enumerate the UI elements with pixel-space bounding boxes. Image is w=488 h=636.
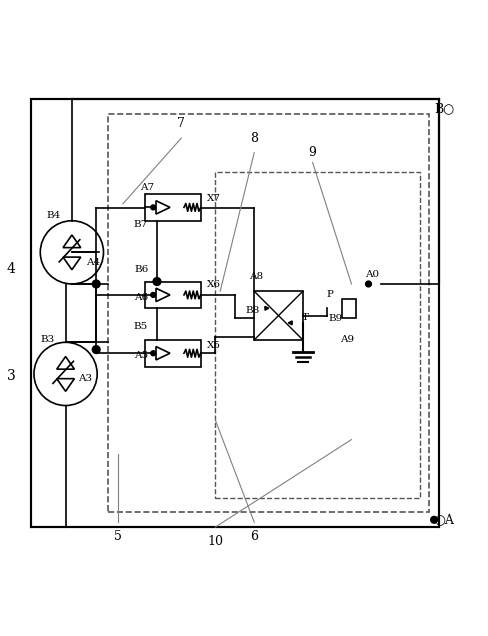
Bar (215, 172, 419, 498)
Text: 7: 7 (177, 117, 185, 130)
Text: A9: A9 (340, 335, 354, 344)
Text: A6: A6 (133, 293, 147, 301)
Text: A3: A3 (78, 374, 92, 384)
Circle shape (430, 516, 437, 523)
Text: A0: A0 (365, 270, 378, 279)
Text: A5: A5 (133, 351, 147, 360)
Circle shape (92, 346, 100, 354)
Circle shape (150, 293, 155, 298)
Text: B4: B4 (47, 211, 61, 221)
Text: X5: X5 (206, 342, 220, 350)
Text: B7: B7 (133, 219, 147, 229)
Text: B6: B6 (134, 265, 148, 274)
Circle shape (92, 280, 100, 288)
Text: 8: 8 (250, 132, 258, 144)
Circle shape (150, 205, 155, 210)
Polygon shape (287, 321, 291, 325)
Bar (108, 114, 428, 513)
Text: ○A: ○A (433, 513, 453, 526)
Circle shape (150, 351, 155, 356)
Text: X6: X6 (206, 280, 220, 289)
Text: 4: 4 (7, 263, 16, 277)
Bar (30, 99, 438, 527)
Text: B5: B5 (133, 322, 147, 331)
Text: A8: A8 (249, 272, 263, 281)
Text: 10: 10 (207, 535, 223, 548)
Text: T: T (301, 314, 308, 322)
Bar (144, 194, 201, 221)
Text: 6: 6 (250, 530, 258, 543)
Text: A4: A4 (86, 258, 101, 266)
Text: B9: B9 (327, 314, 342, 324)
Bar (254, 291, 302, 340)
Bar (341, 298, 356, 318)
Bar (144, 282, 201, 308)
Text: X7: X7 (206, 195, 220, 204)
Text: 3: 3 (7, 370, 16, 384)
Bar (144, 340, 201, 366)
Circle shape (153, 278, 161, 286)
Text: A7: A7 (140, 183, 154, 192)
Text: 9: 9 (308, 146, 316, 159)
Text: B3: B3 (41, 335, 55, 344)
Text: 5: 5 (114, 530, 122, 543)
Polygon shape (264, 307, 268, 310)
Text: B○: B○ (433, 102, 453, 115)
Text: P: P (326, 290, 333, 299)
Text: B8: B8 (245, 306, 259, 315)
Circle shape (365, 281, 371, 287)
